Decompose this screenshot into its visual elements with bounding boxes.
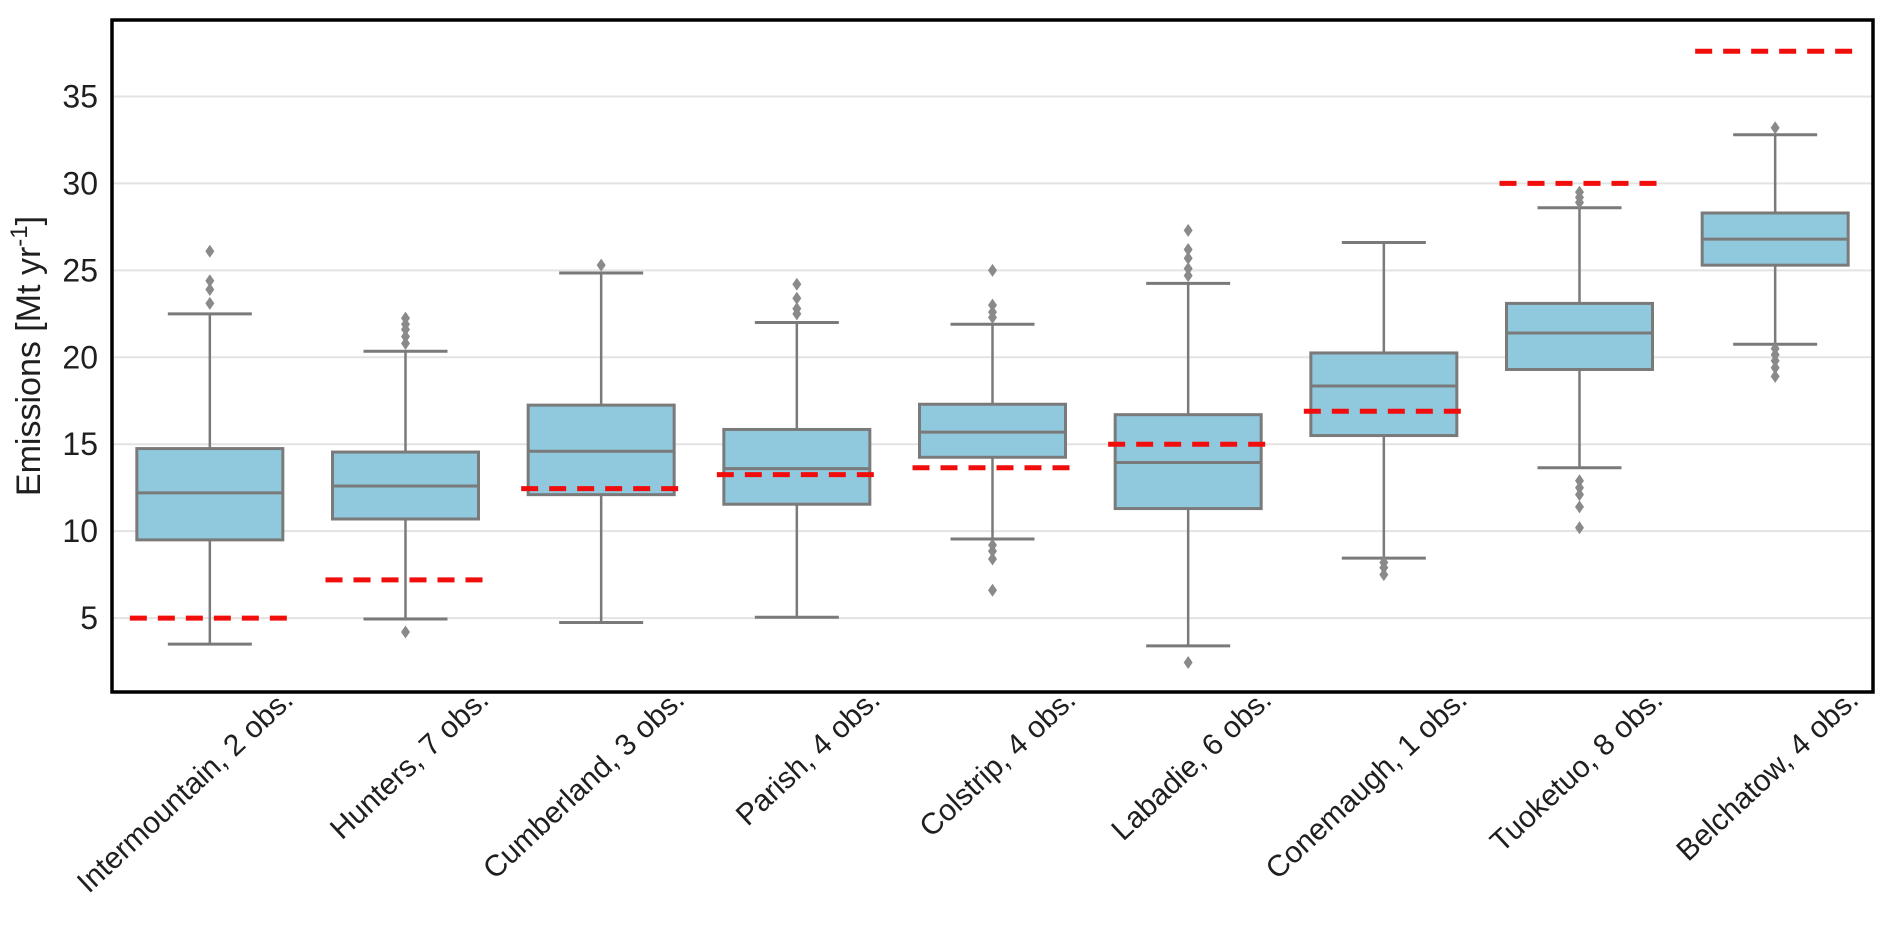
outlier-low-3: [1770, 361, 1780, 375]
outlier-high-1: [205, 282, 215, 296]
x-tick-label-4: Parish, 4 obs.: [730, 683, 887, 832]
outlier-low-3: [988, 583, 997, 597]
outlier-high-1: [792, 302, 802, 316]
y-tick-label-15: 15: [62, 426, 98, 462]
outlier-high-0: [205, 296, 215, 310]
outlier-high-2: [1575, 185, 1584, 199]
x-tick-label-2: Hunters, 7 obs.: [324, 683, 495, 846]
outlier-high-2: [792, 291, 802, 305]
iqr-box: [1309, 351, 1459, 438]
x-tick-label-6: Labadie, 6 obs.: [1105, 683, 1278, 847]
outlier-low-2: [1575, 488, 1584, 502]
boxplot-6: [1113, 223, 1263, 669]
outlier-high-2: [205, 274, 215, 288]
y-tick-label-5: 5: [80, 600, 98, 636]
outlier-low-1: [1575, 481, 1584, 495]
outlier-low-1: [1379, 561, 1389, 575]
y-tick-label-10: 10: [62, 513, 98, 549]
outlier-low-1: [988, 544, 997, 558]
x-tick-label-7: Conemaugh, 1 obs.: [1260, 683, 1474, 886]
outlier-low-0: [401, 625, 410, 639]
outlier-high-0: [596, 258, 606, 272]
boxplot-1: [135, 244, 285, 646]
outlier-high-3: [988, 263, 997, 277]
outlier-high-4: [1183, 223, 1193, 237]
outlier-high-2: [988, 298, 997, 312]
y-tick-label-25: 25: [62, 252, 98, 288]
x-tick-label-8: Tuoketuo, 8 obs.: [1484, 683, 1669, 859]
iqr-box: [722, 427, 872, 506]
outlier-low-2: [1379, 568, 1389, 582]
outlier-high-1: [988, 305, 997, 319]
outlier-high-3: [792, 277, 802, 291]
outlier-high-3: [205, 244, 215, 258]
outlier-high-3: [1183, 243, 1193, 257]
boxplot-8: [1505, 185, 1654, 535]
outlier-high-0: [1183, 269, 1193, 283]
x-tick-label-9: Belchatow, 4 obs.: [1670, 683, 1864, 868]
boxplot-9: [1700, 121, 1850, 383]
outlier-high-1: [1183, 262, 1193, 276]
outlier-high-0: [401, 336, 410, 350]
outlier-low-0: [1183, 655, 1193, 669]
outlier-high-2: [1183, 251, 1193, 265]
x-tick-label-5: Colstrip, 4 obs.: [913, 683, 1082, 844]
outlier-low-2: [1770, 354, 1780, 368]
y-tick-label-30: 30: [62, 165, 98, 201]
boxplot-2: [331, 311, 480, 639]
plot-border: [110, 18, 1875, 694]
outlier-high-1: [401, 329, 410, 343]
outlier-high-4: [401, 311, 410, 325]
y-axis-label: Emissions [Mt yr-1]: [6, 216, 48, 496]
outlier-low-4: [1575, 521, 1584, 535]
outlier-low-0: [1575, 474, 1584, 488]
y-tick-label-20: 20: [62, 339, 98, 375]
boxplot-3: [526, 258, 676, 624]
boxplot-4: [722, 277, 872, 619]
outlier-low-4: [1770, 369, 1780, 383]
outlier-low-3: [1575, 500, 1584, 514]
x-tick-label-3: Cumberland, 3 obs.: [477, 683, 691, 886]
boxplot-7: [1309, 241, 1459, 582]
iqr-box: [1505, 301, 1654, 371]
y-tick-label-35: 35: [62, 79, 98, 115]
boxplot-5: [918, 263, 1067, 597]
outlier-high-0: [1770, 121, 1780, 135]
outlier-low-2: [988, 552, 997, 566]
x-tick-label-1: Intermountain, 2 obs.: [71, 683, 300, 899]
